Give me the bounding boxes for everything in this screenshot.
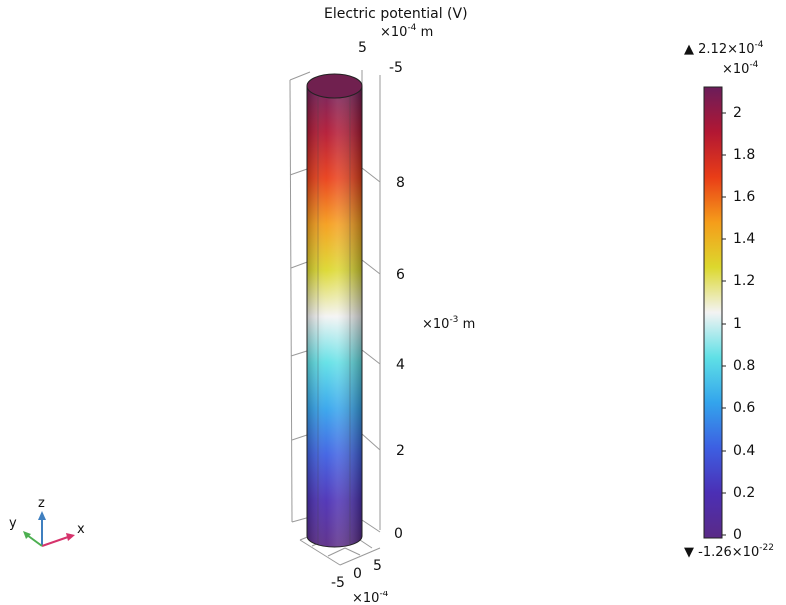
up-arrow-icon: ▲	[684, 42, 694, 57]
colorbar-tick-label: 1.4	[733, 231, 756, 247]
bottom-axis-multiplier-partial: ×10-4	[352, 591, 389, 605]
colorbar-tick-label: 1.8	[733, 147, 756, 163]
colorbar-tick-label: 1	[733, 316, 742, 332]
z-axis-multiplier: ×10-3 m	[422, 315, 476, 333]
down-arrow-icon: ▼	[684, 545, 694, 560]
colorbar-ticks	[722, 112, 726, 536]
plot-title: Electric potential (V)	[324, 6, 468, 22]
z-axis-tick: 2	[396, 443, 405, 459]
colorbar-tick-label: 0.4	[733, 443, 756, 459]
axis-triad	[23, 511, 75, 547]
z-axis-tick: 6	[396, 267, 405, 283]
colorbar-tick-label: 0.2	[733, 485, 756, 501]
colorbar-scale-label: ×10-4	[722, 60, 759, 78]
colorbar-tick-label: 0.6	[733, 400, 756, 416]
bottom-axis-tick: 5	[373, 558, 382, 574]
triad-y-label: y	[9, 516, 17, 531]
colorbar-gradient	[703, 86, 723, 539]
z-axis-tick: 0	[394, 526, 403, 542]
colorbar-max-label: ▲ 2.12×10-4	[684, 40, 764, 58]
colorbar-tick-label: 0	[733, 527, 742, 543]
z-axis-tick: 4	[396, 357, 405, 373]
colorbar-tick-label: 0.8	[733, 358, 756, 374]
bottom-axis-tick: 0	[353, 566, 362, 582]
top-axis-multiplier: ×10-4 m	[380, 23, 434, 41]
triad-x-label: x	[77, 522, 85, 537]
top-axis-tick: 5	[358, 40, 367, 56]
colorbar-tick-label: 1.6	[733, 189, 756, 205]
colorbar	[703, 86, 726, 539]
y-axis-arrow	[26, 534, 43, 547]
x-axis-arrow	[41, 536, 69, 547]
bottom-axis-tick: -5	[331, 575, 345, 591]
colorbar-tick-label: 2	[733, 105, 742, 121]
triad-z-label: z	[38, 496, 45, 511]
z-axis-tick: 8	[396, 175, 405, 191]
cylinder-body	[306, 73, 363, 548]
colorbar-min-label: ▼ -1.26×10-22	[684, 543, 774, 561]
top-axis-tick: -5	[389, 60, 403, 76]
colorbar-tick-label: 1.2	[733, 273, 756, 289]
